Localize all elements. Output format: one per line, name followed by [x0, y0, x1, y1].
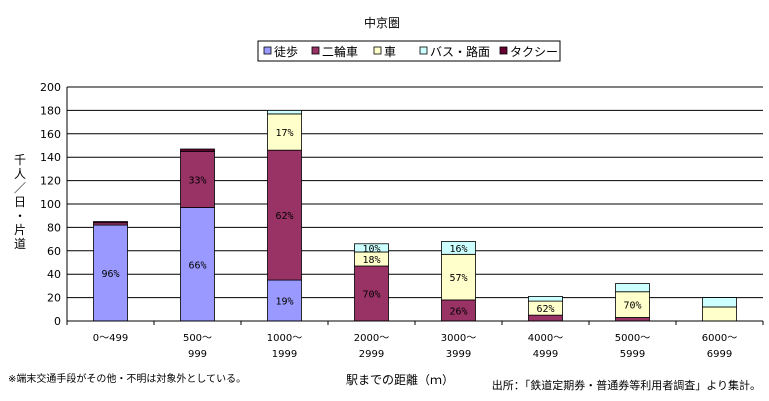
x-tick-label: 500～ [183, 333, 212, 344]
data-label: 70% [623, 301, 641, 312]
legend-label: バス・路面 [430, 44, 490, 59]
legend: 徒歩 二輪車 車 バス・路面 タクシー [257, 40, 561, 62]
bar-segment [441, 241, 476, 255]
data-label: 70% [362, 290, 380, 301]
data-label: 19% [275, 297, 293, 308]
bar-segment [93, 224, 128, 322]
x-tick-label: 0～499 [93, 333, 128, 344]
x-tick-label: 2999 [359, 349, 384, 360]
x-tick-label: 4999 [533, 349, 558, 360]
y-tick-label: 200 [40, 81, 61, 94]
legend-swatch [373, 46, 382, 55]
bars: 96% 66% 33% 19% 62% 17% 70% 18%10% 26% 57% 16% 62% 7… [93, 110, 737, 322]
bar-segment [615, 291, 650, 318]
x-tick-label: 1999 [272, 349, 297, 360]
bar-segment [528, 314, 563, 322]
bar-segment [180, 150, 215, 208]
data-label: 10% [362, 244, 380, 255]
legend-label: 二輪車 [322, 44, 358, 59]
y-tick-label: 180 [40, 104, 61, 117]
y-axis-label-char: 片 [14, 223, 26, 237]
bar-segment [267, 113, 302, 151]
legend-label: 徒歩 [274, 44, 298, 59]
bar-segment [267, 279, 302, 322]
x-tick-label: 3999 [446, 349, 471, 360]
legend-swatch [263, 46, 272, 55]
data-label: 16% [449, 244, 467, 255]
bar-segment [441, 253, 476, 301]
axes [66, 87, 764, 325]
bar-segment [93, 221, 128, 224]
source-note: 出所：「鉄道定期券・普通券等利用者調査」より集計。 [491, 379, 761, 392]
y-tick-label: 20 [47, 292, 61, 305]
data-label: 57% [449, 273, 467, 284]
x-tick-label: 5000～ [615, 333, 650, 344]
bar-segment [702, 306, 737, 322]
data-label: 62% [536, 304, 554, 315]
bar-segment [615, 283, 650, 293]
bar-segment [702, 297, 737, 308]
bar-segment [528, 296, 563, 302]
legend-label: 車 [384, 45, 396, 59]
x-tick-label: 5999 [620, 349, 645, 360]
x-tick-label: 6000～ [702, 333, 737, 344]
x-tick-label: 1000～ [267, 333, 302, 344]
x-tick-label: 3000～ [441, 333, 476, 344]
bar-segment [267, 110, 302, 115]
y-tick-label: 120 [40, 175, 61, 188]
legend-box [257, 40, 561, 62]
data-label: 18% [362, 255, 380, 266]
x-tick-label: 6999 [707, 349, 732, 360]
x-tick-label: 4000～ [528, 333, 563, 344]
y-axis-label-char: 人 [14, 167, 26, 181]
y-axis-label-char: 道 [14, 237, 26, 251]
data-label: 33% [188, 175, 206, 186]
bar-segment [180, 148, 215, 152]
y-axis-label-char: 日 [14, 195, 26, 209]
data-label: 26% [449, 306, 467, 317]
footnote: ※端末交通手段がその他・不明は対象外としている。 [8, 374, 247, 385]
y-tick-labels: 0 20 40 60 80 100 120 140 160 180 200 [40, 81, 61, 328]
x-tick-labels: 0～499 500～ 999 1000～ 1999 2000～ 2999 3000～ 3999 4… [93, 333, 737, 360]
x-tick-label: 999 [188, 349, 207, 360]
y-tick-label: 40 [47, 268, 61, 281]
y-tick-label: 160 [40, 128, 61, 141]
x-axis-label: 駅までの距離（ｍ） [346, 373, 454, 387]
x-tick-label: 2000～ [354, 333, 389, 344]
y-axis-label-char: ・ [14, 209, 26, 223]
y-tick-label: 140 [40, 151, 61, 164]
y-axis-label-char: 千 [14, 153, 26, 167]
y-tick-label: 80 [47, 221, 61, 234]
y-axis-label: 千人／日・片道 [14, 153, 26, 251]
legend-label: タクシー [510, 45, 558, 59]
legend-swatch [499, 46, 508, 55]
gridlines [67, 86, 763, 299]
bar-segment [267, 149, 302, 281]
legend-swatch [419, 46, 428, 55]
data-label: 96% [101, 269, 119, 280]
data-label: 66% [188, 260, 206, 271]
legend-swatch [311, 46, 320, 55]
y-tick-label: 60 [47, 245, 61, 258]
data-label: 62% [275, 211, 293, 222]
y-axis-label-char: ／ [14, 181, 26, 195]
y-tick-label: 0 [54, 315, 61, 328]
chart-title: 中京圏 [364, 15, 400, 30]
data-label: 17% [275, 128, 293, 139]
y-tick-label: 100 [40, 198, 61, 211]
bar-segment [354, 243, 389, 253]
bar-segment [615, 317, 650, 322]
